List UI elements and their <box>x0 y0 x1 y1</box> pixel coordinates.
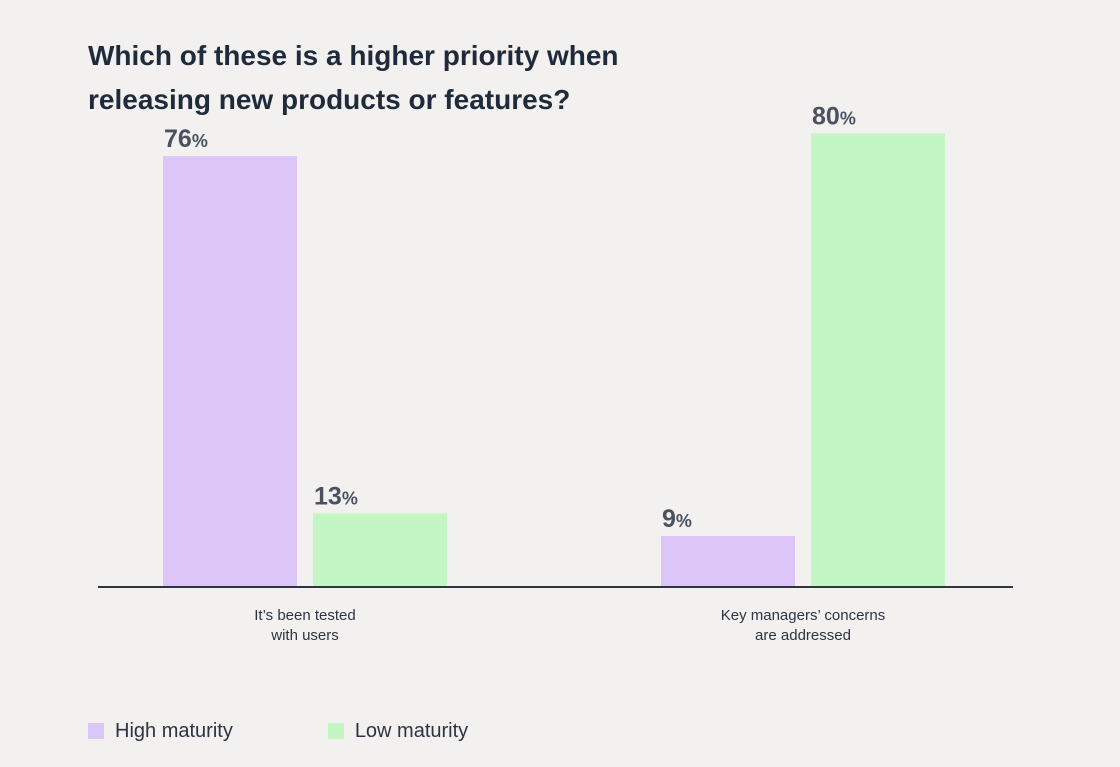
legend-swatch-high-maturity <box>88 723 104 739</box>
category-label-2: Key managers’ concerns are addressed <box>721 607 886 644</box>
bar-high-maturity-1 <box>163 156 297 587</box>
bar-low-maturity-2 <box>811 133 945 587</box>
value-label-high-maturity-2: 9% <box>662 505 692 533</box>
value-label-low-maturity-1: 13% <box>314 482 358 510</box>
legend-label-low-maturity: Low maturity <box>354 719 469 742</box>
legend-item-high-maturity: High maturity <box>88 720 233 743</box>
legend-swatch-low-maturity <box>327 723 344 739</box>
chart-title-line-2: releasing new products or features? <box>88 84 571 115</box>
legend-label-high-maturity: High maturity <box>115 719 233 742</box>
category-label-1: It’s been tested with users <box>254 607 355 644</box>
value-label-high-maturity-1: 76% <box>164 125 208 153</box>
value-label-low-maturity-2: 80% <box>812 102 856 130</box>
bar-high-maturity-2 <box>661 535 795 587</box>
legend: High maturity Low maturity <box>88 716 468 746</box>
bar-low-maturity-1 <box>313 513 447 587</box>
legend-item-low-maturity: Low maturity <box>327 719 469 743</box>
chart-title-line-1: Which of these is a higher priority when <box>88 40 619 71</box>
chart-title: Which of these is a higher priority when… <box>88 34 728 122</box>
